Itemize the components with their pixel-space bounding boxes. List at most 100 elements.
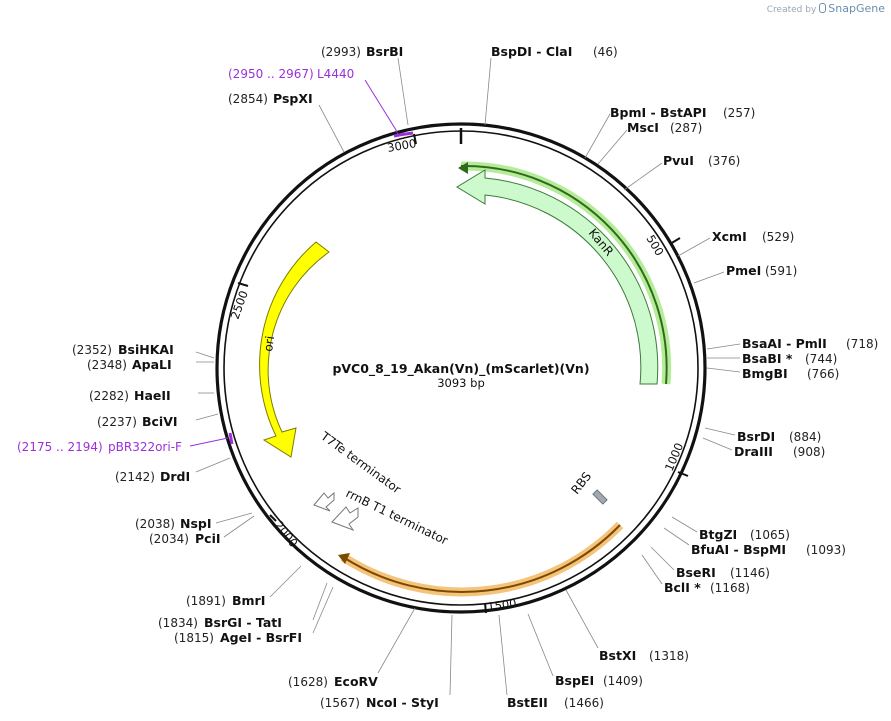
t7te-terminator-label: T7Te terminator [317, 429, 403, 497]
primer-l4440-range: (2950 .. 2967) [228, 67, 314, 81]
svg-text:BspDI - ClaI: BspDI - ClaI [491, 44, 572, 59]
rbs-box [592, 489, 608, 505]
svg-text:(2282): (2282) [89, 389, 129, 403]
created-by-text: Created by [766, 5, 817, 15]
svg-text:(884): (884) [789, 430, 821, 444]
svg-text:BseRI: BseRI [676, 565, 716, 580]
site-ncoi-styi[interactable]: (1567) NcoI - StyI [320, 614, 453, 710]
svg-text:PmeI: PmeI [726, 263, 761, 278]
site-pvui[interactable]: PvuI (376) [623, 153, 740, 191]
svg-text:NcoI - StyI: NcoI - StyI [366, 695, 439, 710]
svg-text:PspXI: PspXI [273, 91, 313, 106]
svg-text:BclI *: BclI * [664, 580, 701, 595]
svg-text:BsaAI - PmlI: BsaAI - PmlI [742, 336, 827, 351]
svg-text:(1146): (1146) [730, 566, 770, 580]
svg-text:(287): (287) [670, 121, 702, 135]
svg-text:AgeI - BsrFI: AgeI - BsrFI [220, 630, 302, 645]
site-pcii[interactable]: (2034) PciI [149, 515, 255, 546]
site-btgzi[interactable]: BtgZI (1065) [671, 516, 790, 542]
kanr-strand-line [460, 164, 668, 385]
site-bsrdi[interactable]: BsrDI (884) [704, 427, 821, 444]
tick-2000: 2000 [269, 514, 301, 550]
svg-text:(2142): (2142) [115, 470, 155, 484]
site-agei-bsrfi[interactable]: (1815) AgeI - BsrFI [174, 586, 334, 645]
tick-1500: 1500 [484, 596, 517, 614]
svg-text:EcoRV: EcoRV [334, 674, 378, 689]
svg-text:(1409): (1409) [603, 674, 643, 688]
rrnb-terminator-icon [331, 506, 359, 532]
svg-text:BtgZI: BtgZI [699, 527, 737, 542]
svg-text:2000: 2000 [272, 518, 301, 550]
svg-text:(766): (766) [807, 367, 839, 381]
site-bfuai-bspmi[interactable]: BfuAI - BspMI (1093) [663, 527, 846, 557]
site-bsrgi-tati[interactable]: (1834) BsrGI - TatI [158, 582, 328, 630]
svg-text:3000: 3000 [386, 136, 417, 155]
site-pmei[interactable]: PmeI (591) [693, 263, 797, 284]
site-drdi[interactable]: (2142) DrdI [115, 457, 231, 484]
svg-text:BciVI: BciVI [142, 414, 178, 429]
site-bspei[interactable]: BspEI (1409) [527, 613, 643, 688]
svg-text:(2854): (2854) [228, 92, 268, 106]
svg-text:MscI: MscI [627, 120, 659, 135]
svg-text:(1065): (1065) [750, 528, 790, 542]
svg-text:(1628): (1628) [288, 675, 328, 689]
site-ecorv[interactable]: (1628) EcoRV [288, 607, 416, 689]
svg-text:(2038): (2038) [135, 517, 175, 531]
svg-text:PvuI: PvuI [663, 153, 694, 168]
svg-text:NspI: NspI [180, 516, 212, 531]
snapgene-brand: Created by SnapGene [767, 2, 885, 15]
site-bspdi-clai[interactable]: BspDI - ClaI (46) [484, 44, 618, 126]
svg-text:(1815): (1815) [174, 631, 214, 645]
feature-cds-bottom[interactable] [338, 521, 624, 597]
site-apali[interactable]: (2348) ApaLI [87, 357, 214, 372]
svg-text:(2348): (2348) [87, 358, 127, 372]
site-bcli[interactable]: BclI * (1168) [641, 554, 750, 595]
svg-text:(1168): (1168) [710, 581, 750, 595]
site-pspxi[interactable]: (2854) PspXI [228, 91, 345, 153]
svg-text:(744): (744) [805, 352, 837, 366]
site-bmgbi[interactable]: BmgBI (766) [706, 366, 839, 381]
site-msci[interactable]: MscI (287) [597, 120, 702, 165]
primer-pbr322ori-f-name: pBR322ori-F [108, 440, 182, 454]
site-bcivi[interactable]: (2237) BciVI [97, 413, 219, 429]
svg-text:BsrBI: BsrBI [366, 44, 403, 59]
svg-text:2500: 2500 [228, 289, 251, 321]
svg-text:(2237): (2237) [97, 415, 137, 429]
svg-text:BpmI - BstAPI: BpmI - BstAPI [610, 105, 706, 120]
tick-3000: 3000 [386, 133, 417, 155]
snapgene-name: SnapGene [828, 2, 885, 15]
svg-text:(1466): (1466) [564, 696, 604, 710]
site-bsabi[interactable]: BsaBI * (744) [707, 351, 837, 366]
svg-text:(1567): (1567) [320, 696, 360, 710]
site-nspi[interactable]: (2038) NspI [135, 512, 253, 531]
svg-text:BmgBI: BmgBI [742, 366, 788, 381]
svg-text:BspEI: BspEI [555, 673, 594, 688]
feature-kanr[interactable]: KanR [456, 161, 672, 385]
svg-text:BsiHKAI: BsiHKAI [118, 342, 174, 357]
site-bpmi-bstapi[interactable]: BpmI - BstAPI (257) [584, 105, 755, 159]
site-bsteii[interactable]: BstEII (1466) [498, 614, 604, 710]
site-xcmi[interactable]: XcmI (529) [677, 229, 794, 257]
primer-l4440[interactable]: (2950 .. 2967) L4440 [228, 67, 414, 138]
site-bmri[interactable]: (1891) BmrI [186, 565, 302, 608]
svg-text:BfuAI - BspMI: BfuAI - BspMI [691, 542, 786, 557]
rrnb-terminator-label: rrnB T1 terminator [344, 486, 451, 548]
snapgene-logo-icon [819, 3, 827, 13]
site-bsihkai[interactable]: (2352) BsiHKAI [72, 342, 215, 359]
site-bseri[interactable]: BseRI (1146) [650, 546, 770, 580]
t7te-terminator-icon [313, 491, 335, 512]
cds-strand-arrow [338, 553, 350, 564]
feature-terminators[interactable]: T7Te terminator rrnB T1 terminator [313, 429, 451, 548]
feature-rbs[interactable]: RBS [568, 469, 608, 505]
svg-text:(2034): (2034) [149, 532, 189, 546]
site-bsaai-pmli[interactable]: BsaAI - PmlI (718) [706, 336, 878, 351]
site-draiii[interactable]: DraIII (908) [702, 437, 825, 459]
svg-text:(1318): (1318) [649, 649, 689, 663]
feature-ori[interactable]: ori [259, 241, 330, 458]
site-bstxi[interactable]: BstXI (1318) [565, 589, 689, 663]
primer-pbr322ori-f[interactable]: (2175 .. 2194) pBR322ori-F [17, 432, 234, 454]
svg-text:BsaBI *: BsaBI * [742, 351, 793, 366]
site-haeii[interactable]: (2282) HaeII [89, 388, 214, 403]
svg-text:BmrI: BmrI [232, 593, 265, 608]
site-bsrbi[interactable]: (2993) BsrBI [321, 44, 409, 126]
